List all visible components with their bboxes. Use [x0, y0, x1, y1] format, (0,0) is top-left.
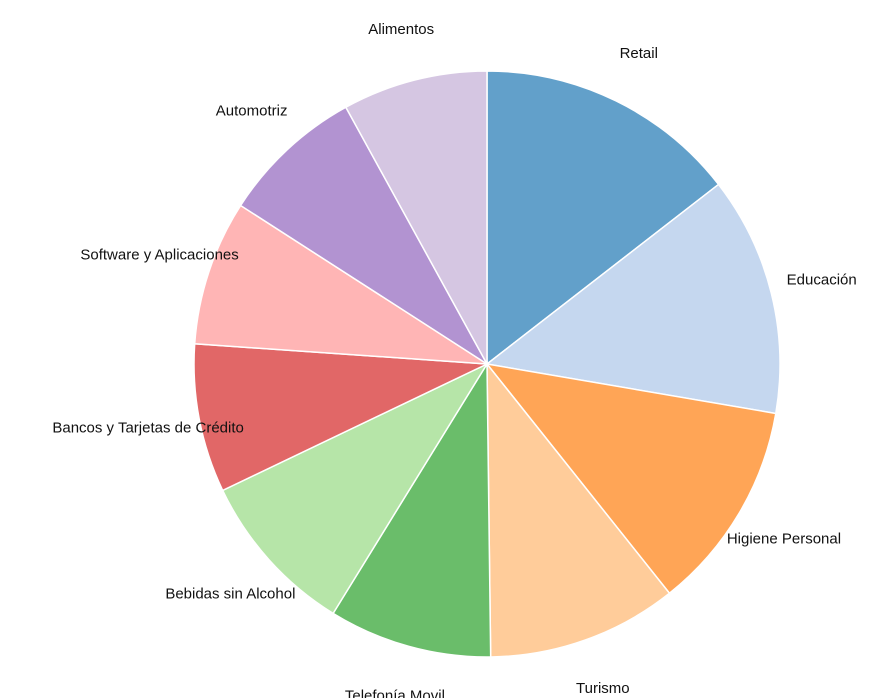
- pie-slice: [332, 361, 492, 658]
- pie-slice: [239, 106, 488, 365]
- pie-slice: [485, 362, 777, 595]
- slice-label: Bancos y Tarjetas de Crédito: [52, 420, 244, 437]
- pie-slice: [485, 183, 781, 415]
- slice-label: Alimentos: [368, 21, 434, 38]
- slice-label: Bebidas sin Alcohol: [165, 586, 295, 603]
- pie-slice: [221, 362, 489, 615]
- pie-slice: [486, 361, 671, 658]
- slice-label: Telefonía Movil: [345, 687, 445, 698]
- slice-label: Retail: [620, 45, 658, 62]
- pie-slice: [193, 342, 490, 492]
- slice-label: Higiene Personal: [727, 531, 841, 548]
- slice-label: Software y Aplicaciones: [80, 246, 238, 263]
- pie-slice: [193, 204, 488, 365]
- slice-label: Educación: [787, 271, 857, 288]
- slice-label: Turismo: [576, 680, 630, 697]
- slice-label: Automotriz: [216, 103, 288, 120]
- pie-slice: [486, 70, 720, 366]
- pie-slice: [344, 70, 488, 365]
